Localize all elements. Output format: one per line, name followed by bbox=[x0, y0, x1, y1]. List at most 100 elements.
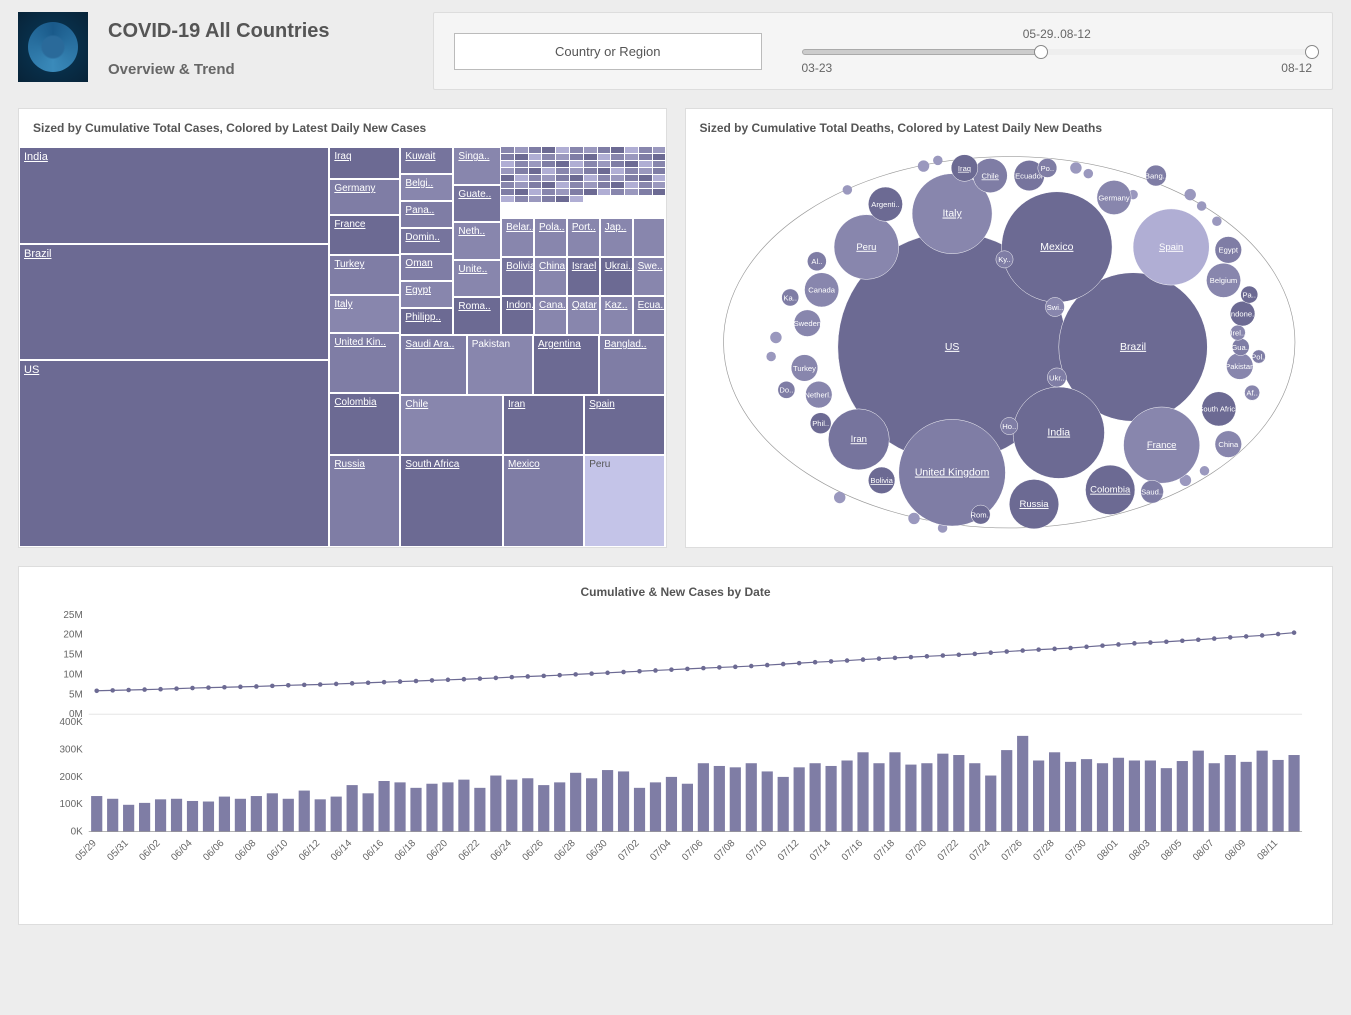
bar[interactable] bbox=[841, 760, 852, 831]
bubble-node[interactable]: Sweden bbox=[793, 310, 821, 337]
bubble-node[interactable]: Ukr.. bbox=[1047, 368, 1066, 387]
treemap-cell[interactable]: Roma.. bbox=[453, 297, 501, 335]
bar[interactable] bbox=[299, 791, 310, 832]
treemap-cell[interactable]: Brazil bbox=[19, 244, 329, 360]
bar[interactable] bbox=[187, 801, 198, 832]
bubble-node[interactable]: China bbox=[1214, 431, 1241, 458]
bubble-node[interactable]: Irel.. bbox=[1230, 325, 1245, 340]
bubble-node[interactable]: Af.. bbox=[1244, 385, 1259, 400]
bar[interactable] bbox=[969, 763, 980, 831]
bar[interactable] bbox=[474, 788, 485, 832]
bar[interactable] bbox=[586, 778, 597, 831]
bubble-node[interactable]: Iran bbox=[828, 409, 889, 470]
treemap-cell[interactable]: Banglad.. bbox=[599, 335, 665, 395]
treemap-cell[interactable]: Oman bbox=[400, 254, 453, 281]
treemap-cell[interactable]: India bbox=[19, 147, 329, 244]
bar[interactable] bbox=[634, 788, 645, 832]
treemap-cell[interactable]: Kuwait bbox=[400, 147, 453, 174]
bar[interactable] bbox=[682, 784, 693, 832]
bar[interactable] bbox=[762, 771, 773, 831]
bar[interactable] bbox=[826, 766, 837, 832]
bar[interactable] bbox=[394, 782, 405, 831]
bubble-node[interactable]: Iraq bbox=[951, 155, 978, 182]
bar[interactable] bbox=[442, 782, 453, 831]
bar[interactable] bbox=[331, 797, 342, 832]
treemap-cell[interactable]: US bbox=[19, 360, 329, 547]
treemap-cell[interactable]: Bolivia bbox=[501, 257, 534, 296]
bubble-node[interactable]: Pa.. bbox=[1240, 286, 1257, 303]
bubble-node[interactable]: Ho.. bbox=[1000, 417, 1017, 434]
bubble-node[interactable]: Phil.. bbox=[810, 413, 831, 434]
treemap-cell[interactable]: Unite.. bbox=[453, 260, 501, 298]
bubble-node[interactable]: Pakistan bbox=[1225, 353, 1254, 380]
bar[interactable] bbox=[778, 777, 789, 832]
treemap-cell[interactable]: Saudi Ara.. bbox=[400, 335, 466, 395]
bar[interactable] bbox=[905, 765, 916, 832]
bar[interactable] bbox=[506, 780, 517, 832]
bar[interactable] bbox=[1161, 768, 1172, 831]
treemap-chart[interactable]: IndiaBrazilUSIraqGermanyFranceTurkeyItal… bbox=[19, 147, 666, 547]
bubble-node[interactable]: Po.. bbox=[1037, 158, 1056, 177]
bubble-node[interactable]: Peru bbox=[834, 215, 899, 280]
bar[interactable] bbox=[889, 752, 900, 831]
bar[interactable] bbox=[1033, 760, 1044, 831]
treemap-cell[interactable]: France bbox=[329, 215, 400, 255]
bar[interactable] bbox=[123, 805, 134, 832]
treemap-cell[interactable]: Belgi.. bbox=[400, 174, 453, 201]
bubble-node[interactable]: Mexico bbox=[1001, 192, 1111, 302]
bubble-node[interactable]: France bbox=[1123, 407, 1199, 483]
treemap-cell[interactable]: Singa.. bbox=[453, 147, 501, 185]
bar[interactable] bbox=[171, 799, 182, 832]
treemap-cell[interactable]: Russia bbox=[329, 455, 400, 547]
bar[interactable] bbox=[730, 767, 741, 831]
treemap-cell[interactable]: Spain bbox=[584, 395, 665, 455]
bubble-node[interactable]: Turkey bbox=[791, 355, 818, 382]
bubble-node[interactable]: Germany bbox=[1096, 180, 1130, 214]
treemap-cell[interactable]: Pola.. bbox=[534, 218, 567, 257]
treemap-cell[interactable]: Colombia bbox=[329, 393, 400, 455]
treemap-cell[interactable]: Cana.. bbox=[534, 296, 567, 335]
bar[interactable] bbox=[953, 755, 964, 832]
bubble-node[interactable]: Indone.. bbox=[1228, 301, 1256, 326]
treemap-cell[interactable]: Mexico bbox=[503, 455, 584, 547]
bar[interactable] bbox=[1097, 763, 1108, 831]
treemap-cell[interactable]: Guate.. bbox=[453, 185, 501, 223]
treemap-cell[interactable]: Peru bbox=[584, 455, 665, 547]
bar[interactable] bbox=[315, 799, 326, 831]
treemap-cell[interactable]: Italy bbox=[329, 295, 400, 333]
bar[interactable] bbox=[203, 802, 214, 832]
bubble-node[interactable]: Canada bbox=[804, 273, 838, 307]
treemap-cell[interactable]: Neth.. bbox=[453, 222, 501, 260]
bar[interactable] bbox=[458, 780, 469, 832]
bar[interactable] bbox=[1273, 760, 1284, 832]
bar[interactable] bbox=[650, 782, 661, 831]
treemap-cell[interactable]: Port.. bbox=[567, 218, 600, 257]
bubble-node[interactable]: Spain bbox=[1133, 209, 1209, 285]
bar[interactable] bbox=[794, 767, 805, 831]
bubble-node[interactable]: Argenti.. bbox=[868, 187, 902, 221]
bar[interactable] bbox=[1065, 762, 1076, 832]
bubble-node[interactable]: Egypt bbox=[1214, 237, 1241, 264]
treemap-cell[interactable]: Argentina bbox=[533, 335, 599, 395]
bar[interactable] bbox=[410, 788, 421, 832]
treemap-cell[interactable]: Qatar bbox=[567, 296, 600, 335]
treemap-cell[interactable] bbox=[633, 218, 666, 257]
treemap-cell[interactable]: Pakistan bbox=[467, 335, 533, 395]
bar[interactable] bbox=[538, 785, 549, 831]
country-filter-button[interactable]: Country or Region bbox=[454, 33, 762, 70]
bar[interactable] bbox=[1113, 758, 1124, 832]
bar[interactable] bbox=[490, 776, 501, 832]
bar[interactable] bbox=[1017, 736, 1028, 832]
bar[interactable] bbox=[618, 771, 629, 831]
treemap-cell[interactable]: Jap.. bbox=[600, 218, 633, 257]
bubble-node[interactable]: Bang.. bbox=[1144, 165, 1166, 186]
treemap-cell[interactable]: United Kin.. bbox=[329, 333, 400, 393]
bar[interactable] bbox=[1209, 763, 1220, 831]
bar[interactable] bbox=[426, 784, 437, 832]
timeseries-chart[interactable]: 0M5M10M15M20M25M0K100K200K300K400K05/290… bbox=[39, 609, 1312, 909]
treemap-cell[interactable]: Ecua.. bbox=[633, 296, 666, 335]
slider-thumb-low[interactable] bbox=[1034, 45, 1048, 59]
bar[interactable] bbox=[91, 796, 102, 832]
bar[interactable] bbox=[570, 773, 581, 832]
treemap-cell[interactable]: Philipp.. bbox=[400, 308, 453, 335]
